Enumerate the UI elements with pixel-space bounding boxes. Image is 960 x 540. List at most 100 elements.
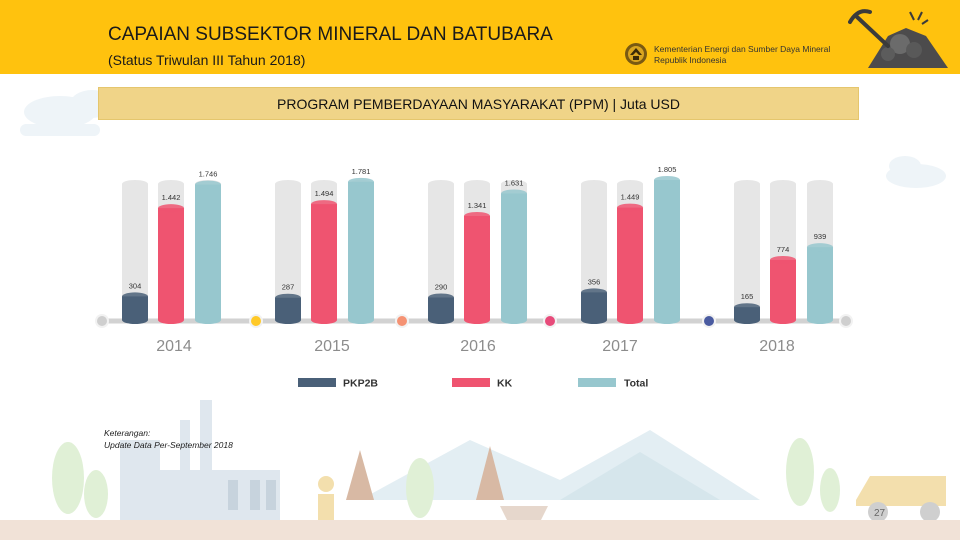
bar-background-cap <box>311 180 337 188</box>
bar-background-cap <box>807 180 833 188</box>
bar-background-cap <box>617 180 643 188</box>
ministry-logo: Kementerian Energi dan Sumber Daya Miner… <box>624 42 844 68</box>
legend-swatch-pkp2b <box>298 378 336 387</box>
legend-swatch-kk <box>452 378 490 387</box>
bar-base-kk <box>311 316 337 324</box>
bar-cap-pkp2b <box>275 293 301 302</box>
bar-base-total <box>348 316 374 324</box>
bar-base-kk <box>464 316 490 324</box>
data-label: 287 <box>282 283 295 292</box>
bar-pkp2b <box>581 292 607 320</box>
program-banner: PROGRAM PEMBERDAYAAN MASYARAKAT (PPM) | … <box>98 87 859 120</box>
banner-title: PROGRAM PEMBERDAYAAN MASYARAKAT (PPM) | … <box>277 96 680 112</box>
header-titles: CAPAIAN SUBSEKTOR MINERAL DAN BATUBARA (… <box>98 0 598 74</box>
bar-base-total <box>654 316 680 324</box>
bar-base-kk <box>617 316 643 324</box>
page-number: 27 <box>874 508 886 519</box>
bar-background-cap <box>158 180 184 188</box>
data-label: 1.494 <box>315 189 334 198</box>
bar-total <box>501 193 527 320</box>
bar-total <box>348 181 374 320</box>
timeline-dot <box>841 316 851 326</box>
data-label: 165 <box>741 292 754 301</box>
bar-base-total <box>501 316 527 324</box>
ministry-line-1: Kementerian Energi dan Sumber Daya Miner… <box>654 44 831 54</box>
bar-cap-pkp2b <box>581 288 607 297</box>
page-title: CAPAIAN SUBSEKTOR MINERAL DAN BATUBARA <box>108 24 553 45</box>
bar-cap-total <box>348 177 374 186</box>
bar-background-cap <box>275 180 301 188</box>
data-label: 356 <box>588 277 601 286</box>
timeline-dot <box>397 316 407 326</box>
category-label: 2017 <box>602 338 638 355</box>
data-label: 1.805 <box>658 165 677 174</box>
miner-illustration-icon <box>848 6 952 72</box>
background-landscape <box>0 90 960 540</box>
data-label: 1.781 <box>352 167 371 176</box>
bar-cap-pkp2b <box>734 303 760 312</box>
legend-swatch-total <box>578 378 616 387</box>
bar-kk <box>311 204 337 320</box>
ministry-line-2: Republik Indonesia <box>654 55 727 65</box>
timeline-dot <box>97 316 107 326</box>
bar-base-pkp2b <box>428 316 454 324</box>
bar-total <box>807 247 833 320</box>
data-label: 1.442 <box>162 193 181 202</box>
bar-kk <box>770 259 796 320</box>
bar-cap-total <box>501 189 527 198</box>
bar-base-pkp2b <box>734 316 760 324</box>
garuda-emblem-icon <box>625 43 647 65</box>
bar-cap-pkp2b <box>122 292 148 301</box>
bar-background-cap <box>581 180 607 188</box>
category-label: 2014 <box>156 338 192 355</box>
timeline-dot <box>545 316 555 326</box>
bar-cap-kk <box>158 204 184 213</box>
note-title: Keterangan: <box>104 428 151 438</box>
bar-base-pkp2b <box>275 316 301 324</box>
data-label: 939 <box>814 232 827 241</box>
chart-note: Keterangan: Update Data Per-September 20… <box>104 427 233 451</box>
data-label: 1.746 <box>199 170 218 179</box>
bar-background <box>734 184 760 320</box>
bar-total <box>654 180 680 320</box>
bar-cap-kk <box>311 200 337 209</box>
category-label: 2016 <box>460 338 496 355</box>
category-label: 2015 <box>314 338 350 355</box>
ministry-name: Kementerian Energi dan Sumber Daya Miner… <box>654 44 830 66</box>
header-bar: CAPAIAN SUBSEKTOR MINERAL DAN BATUBARA (… <box>0 0 960 74</box>
bar-background-cap <box>464 180 490 188</box>
bar-base-total <box>195 316 221 324</box>
bar-kk <box>464 215 490 320</box>
ppm-bar-chart: 304 287 290 356 165 1.442 1.494 1.341 1.449 774 1.… <box>95 165 853 390</box>
data-label: 1.631 <box>505 178 524 187</box>
bar-kk <box>617 207 643 320</box>
bar-base-pkp2b <box>581 316 607 324</box>
legend-label-total: Total <box>624 378 648 390</box>
timeline-dot <box>251 316 261 326</box>
data-label: 1.341 <box>468 201 487 210</box>
bar-pkp2b <box>428 297 454 320</box>
page-subtitle: (Status Triwulan III Tahun 2018) <box>108 52 306 68</box>
bar-cap-total <box>195 180 221 189</box>
bar-cap-total <box>807 243 833 252</box>
bar-cap-total <box>654 176 680 184</box>
legend-label-pkp2b: PKP2B <box>343 378 378 390</box>
data-label: 774 <box>777 245 790 254</box>
bar-kk <box>158 208 184 320</box>
legend-label-kk: KK <box>497 378 513 390</box>
data-label: 290 <box>435 283 448 292</box>
bar-base-kk <box>770 316 796 324</box>
bar-cap-pkp2b <box>428 293 454 302</box>
bar-pkp2b <box>122 296 148 320</box>
note-text: Update Data Per-September 2018 <box>104 440 233 450</box>
bar-cap-kk <box>464 211 490 220</box>
bar-total <box>195 184 221 320</box>
category-label: 2018 <box>759 338 795 355</box>
bar-background-cap <box>122 180 148 188</box>
timeline-dot <box>704 316 714 326</box>
bar-background-cap <box>734 180 760 188</box>
bar-base-total <box>807 316 833 324</box>
bar-pkp2b <box>275 297 301 320</box>
bar-cap-kk <box>770 255 796 264</box>
bar-background-cap <box>770 180 796 188</box>
